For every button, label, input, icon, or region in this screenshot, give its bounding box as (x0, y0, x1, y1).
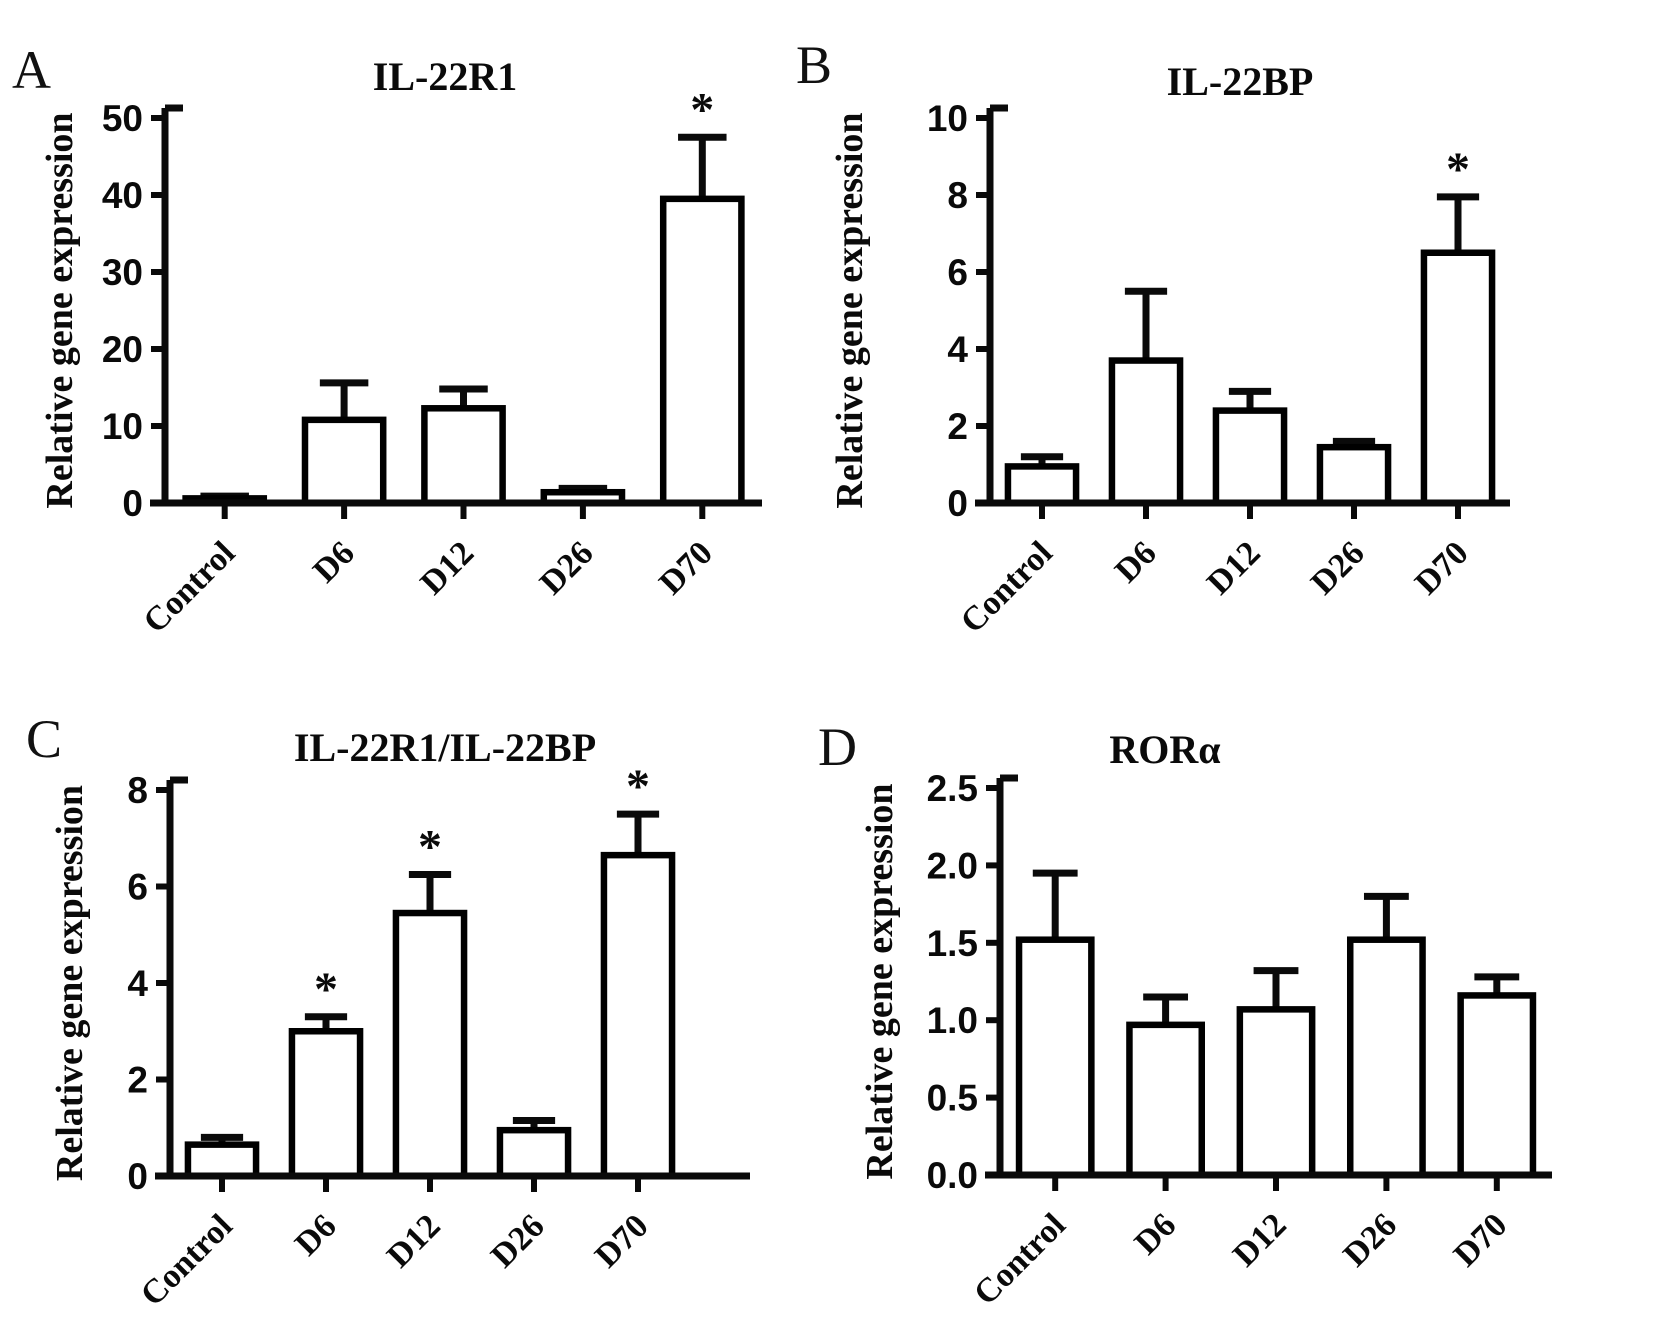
panel-letter-c: C (26, 709, 63, 769)
panel-letter-b: B (796, 35, 833, 95)
panel-d-chart: Control D6 D12 D26 D70 0.0 0.5 1.0 1.5 2.0 2.5 Rela… (859, 768, 1552, 1312)
significance-star: * (690, 83, 714, 136)
panel-d: D RORα Control D6 D12 D26 D70 0.0 0.5 1.0 1.5 2.0… (780, 660, 1654, 1328)
panel-c: C IL-22R1/IL-22BP Control * D6 * D12 D26 * D70 0… (0, 660, 780, 1328)
y-tick-label: 1.0 (927, 1000, 978, 1041)
x-tick-label: D70 (1408, 534, 1476, 602)
x-tick-label: D26 (1336, 1206, 1404, 1274)
bar-d6 (1108, 357, 1184, 507)
x-tick-label: D70 (588, 1207, 656, 1275)
x-tick-label: D70 (652, 534, 720, 602)
y-tick-label: 4 (947, 329, 968, 370)
y-tick-label: 0 (947, 483, 968, 524)
y-tick-label: 1.5 (927, 923, 978, 964)
significance-star: * (626, 760, 650, 813)
y-axis-title: Relative gene expression (829, 112, 871, 508)
y-tick-label: 40 (102, 175, 143, 216)
y-axis-title: Relative gene expression (39, 112, 81, 508)
y-tick-label: 2 (947, 406, 968, 447)
bar-control (184, 1141, 260, 1180)
y-tick-label: 2.0 (927, 845, 978, 886)
bar-d6 (301, 416, 387, 507)
panel-title-a: IL-22R1 (372, 54, 518, 99)
y-tick-label: 8 (947, 175, 968, 216)
panel-c-chart: Control * D6 * D12 D26 * D70 0 2 4 6 8 Relative gene … (49, 760, 750, 1313)
x-tick-label: D6 (306, 534, 362, 590)
x-tick-label: D12 (1200, 534, 1268, 602)
significance-star: * (1446, 143, 1470, 196)
bar-d12 (1212, 407, 1288, 507)
bar-d70 (600, 851, 676, 1180)
x-tick-label: D26 (1304, 534, 1372, 602)
x-tick-label: Control (136, 534, 242, 640)
y-tick-label: 10 (927, 98, 968, 139)
bar-d6 (288, 1028, 364, 1180)
x-tick-label: D26 (484, 1207, 552, 1275)
panel-a: A IL-22R1 Control D6 D12 D26 * D70 0 10 20 30 40 50… (0, 0, 780, 660)
x-tick-label: Control (134, 1207, 240, 1313)
y-tick-label: 2 (127, 1060, 148, 1101)
bar-d70 (1420, 249, 1496, 507)
bar-d26 (496, 1126, 572, 1180)
panel-title-c: IL-22R1/IL-22BP (293, 725, 597, 770)
y-tick-label: 6 (127, 867, 148, 908)
panel-letter-d: D (818, 717, 857, 777)
x-tick-label: Control (954, 534, 1060, 640)
panel-a-chart: Control D6 D12 D26 * D70 0 10 20 30 40 50 Relative g… (39, 83, 762, 640)
x-tick-label: Control (967, 1206, 1073, 1312)
x-tick-label: D12 (414, 534, 482, 602)
bar-d70 (1457, 992, 1537, 1179)
significance-star: * (418, 820, 442, 873)
y-tick-label: 4 (127, 963, 148, 1004)
y-tick-label: 8 (127, 770, 148, 811)
y-tick-label: 0.5 (927, 1078, 978, 1119)
y-axis-title: Relative gene expression (49, 785, 91, 1181)
y-tick-label: 50 (102, 98, 143, 139)
panel-title-d: RORα (1109, 727, 1221, 772)
bar-d12 (1236, 1006, 1316, 1179)
x-tick-label: D6 (1108, 534, 1164, 590)
bar-control (1015, 936, 1095, 1179)
significance-star: * (314, 963, 338, 1016)
bar-d12 (421, 405, 506, 507)
x-tick-label: D26 (533, 534, 601, 602)
x-tick-label: D6 (288, 1207, 344, 1263)
x-tick-label: D6 (1128, 1206, 1184, 1262)
x-tick-label: D70 (1447, 1206, 1515, 1274)
bar-control (1004, 463, 1080, 507)
bar-d12 (392, 909, 468, 1180)
bar-d26 (1346, 936, 1426, 1179)
x-tick-label: D12 (1226, 1206, 1294, 1274)
panel-letter-a: A (12, 40, 51, 100)
panel-b: B IL-22BP Control D6 D12 D26 * D70 0 2 4 6 8 10 Rela… (780, 0, 1654, 660)
x-tick-label: D12 (380, 1207, 448, 1275)
bar-d6 (1126, 1021, 1206, 1179)
y-tick-label: 10 (102, 406, 143, 447)
panel-b-chart: Control D6 D12 D26 * D70 0 2 4 6 8 10 Relative gene … (829, 98, 1510, 640)
y-tick-label: 0.0 (927, 1155, 978, 1196)
y-tick-label: 6 (947, 252, 968, 293)
y-tick-label: 0 (127, 1156, 148, 1197)
bar-d70 (659, 195, 745, 507)
panel-title-b: IL-22BP (1166, 59, 1314, 104)
y-tick-label: 2.5 (927, 768, 978, 809)
y-tick-label: 20 (102, 329, 143, 370)
y-tick-label: 30 (102, 252, 143, 293)
y-axis-title: Relative gene expression (859, 783, 901, 1179)
bar-d26 (1316, 443, 1392, 507)
y-tick-label: 0 (122, 483, 143, 524)
